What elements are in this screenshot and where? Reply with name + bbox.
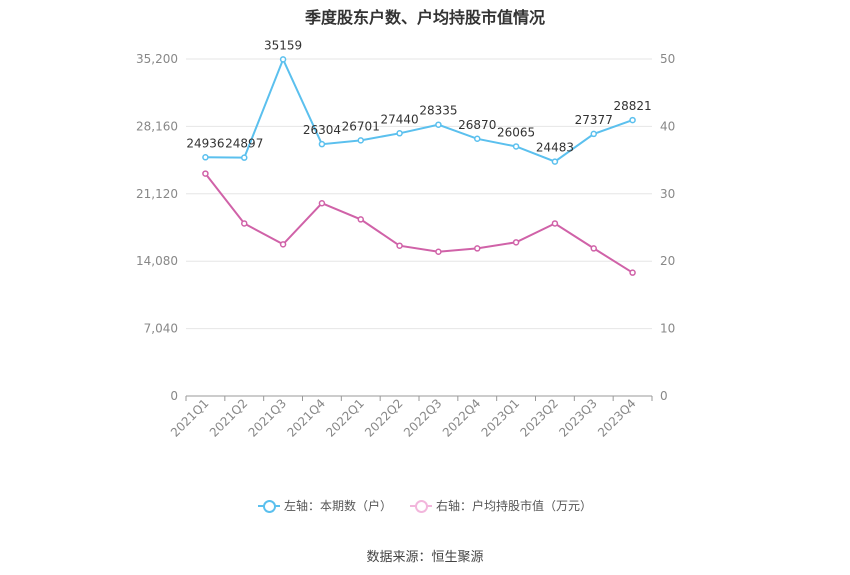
right-axis-tick-label: 20: [660, 254, 675, 268]
avg-value-point: [629, 269, 636, 276]
households-point: [357, 137, 364, 144]
households-point: [474, 135, 481, 143]
households-data-label: 27440: [380, 112, 418, 126]
legend-swatch-avg-value: [410, 499, 432, 513]
x-axis-tick-label: 2023Q3: [556, 396, 600, 440]
households-point: [202, 154, 209, 161]
households-point: [590, 130, 597, 138]
right-axis-tick-label: 10: [660, 322, 675, 336]
avg-value-point: [474, 245, 481, 252]
households-data-label: 26870: [458, 118, 496, 132]
avg-value-point: [512, 239, 520, 246]
left-axis-tick-label: 14,080: [136, 254, 178, 268]
left-axis-tick-label: 28,160: [136, 119, 178, 133]
data-labels: 24936 24897 35159 26304 26701274402833526870…: [186, 38, 651, 154]
households-point: [435, 121, 442, 128]
grid-lines: [186, 58, 652, 330]
households-data-label: 24936: [186, 136, 224, 150]
households-point: [318, 140, 326, 148]
households-point: [512, 143, 520, 150]
households-point: [241, 154, 248, 161]
x-axis-tick-label: 2022Q2: [362, 396, 406, 440]
x-axis-tick-label: 2023Q2: [517, 396, 561, 440]
legend-swatch-households: [257, 499, 280, 513]
households-data-label: 26304: [303, 123, 341, 137]
x-axis-tick-label: 2021Q2: [207, 396, 251, 440]
series-lines: [202, 56, 636, 276]
avg-value-point: [202, 170, 209, 177]
households-point: [551, 158, 559, 165]
legend-item-households[interactable]: 左轴：本期数（户）: [257, 497, 392, 514]
x-axis-tick-label: 2022Q1: [323, 396, 367, 440]
x-axis-tick-label: 2023Q4: [595, 396, 639, 440]
avg-value-point: [396, 242, 403, 249]
avg-value-point: [357, 216, 364, 223]
left-axis-tick-label: 0: [170, 389, 178, 403]
x-axis-tick-label: 2023Q1: [479, 396, 523, 440]
left-axis-tick-label: 35,200: [136, 52, 178, 66]
x-axis-tick-label: 2021Q4: [284, 396, 328, 440]
households-point: [279, 56, 287, 63]
avg-value-line: [204, 172, 634, 274]
households-point: [629, 116, 636, 124]
households-data-label: 24897: [225, 137, 263, 151]
legend-label-avg-value: 右轴：户均持股市值（万元）: [436, 499, 593, 513]
households-data-label: 26065: [497, 125, 535, 139]
right-axis-tick-label: 30: [660, 187, 675, 201]
households-data-label: 35159: [264, 38, 302, 52]
avg-value-point: [590, 245, 597, 252]
avg-value-point: [318, 199, 326, 207]
legend-label-households: 左轴：本期数（户）: [283, 499, 392, 513]
x-axis-tick-label: 2022Q3: [401, 396, 445, 440]
chart-title: 季度股东户数、户均持股市值情况: [304, 8, 545, 27]
data-source: 数据来源：恒生聚源: [366, 550, 484, 565]
right-axis-tick-label: 0: [660, 389, 668, 403]
households-data-label: 26701: [342, 119, 380, 133]
households-data-label: 24483: [536, 141, 574, 155]
legend: 左轴：本期数（户） 右轴：户均持股市值（万元）: [0, 497, 850, 514]
avg-value-point: [435, 248, 442, 256]
left-axis-tick-label: 7,040: [144, 322, 178, 336]
households-line: [205, 56, 633, 163]
avg-value-point: [241, 220, 248, 227]
households-data-label: 28335: [419, 104, 457, 118]
x-axis-tick-label: 2021Q3: [246, 396, 290, 440]
households-point: [396, 130, 403, 137]
avg-value-point: [279, 241, 287, 248]
households-data-label: 27377: [575, 113, 613, 127]
households-data-label: 28821: [613, 99, 651, 113]
left-axis-tick-label: 21,120: [136, 187, 178, 201]
right-axis-tick-label: 40: [660, 119, 675, 133]
right-axis-tick-label: 50: [660, 52, 675, 66]
legend-item-avg-value[interactable]: 右轴：户均持股市值（万元）: [410, 497, 592, 514]
avg-value-point: [551, 220, 559, 227]
x-axis-tick-label: 2022Q4: [440, 396, 484, 440]
